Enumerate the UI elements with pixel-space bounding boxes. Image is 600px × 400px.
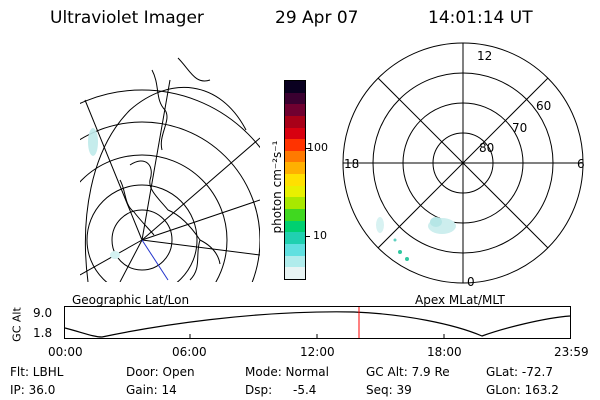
- info-dsp-label: Dsp:: [245, 383, 273, 397]
- colorbar-segment: [285, 150, 305, 163]
- colorbar-tick-mark-100: [306, 148, 310, 149]
- altitude-ytick-1.8: 1.8: [33, 326, 53, 340]
- colorbar-segment: [285, 162, 305, 175]
- info-flt: Flt: LBHL: [10, 365, 64, 379]
- colorbar-segment: [285, 115, 305, 128]
- mlt-label-6: 6: [577, 157, 585, 171]
- colorbar-segment: [285, 81, 305, 93]
- info-gain: Gain: 14: [126, 383, 177, 397]
- time: 14:01:14 UT: [428, 8, 533, 28]
- left-map-caption: Geographic Lat/Lon: [72, 293, 190, 307]
- colorbar-segment: [285, 92, 305, 105]
- altitude-ylabel: GC Alt: [10, 307, 24, 342]
- colorbar-tick-100: 100: [307, 141, 328, 154]
- lat-label-70: 70: [512, 121, 527, 135]
- info-door: Door: Open: [126, 365, 195, 379]
- colorbar-segment: [285, 127, 305, 140]
- colorbar: [284, 80, 306, 280]
- colorbar-unit-label: photon cm⁻²s⁻¹: [270, 140, 284, 234]
- colorbar-segment: [285, 255, 305, 268]
- geographic-map: [80, 57, 260, 282]
- colorbar-segment: [285, 174, 305, 186]
- title: Ultraviolet Imager: [50, 8, 204, 28]
- colorbar-segment: [285, 267, 305, 279]
- colorbar-segment: [285, 104, 305, 116]
- info-seq: Seq: 39: [366, 383, 412, 397]
- altitude-xtick-2: 12:00: [300, 345, 335, 359]
- colorbar-segment: [285, 139, 305, 151]
- info-dsp-value: -5.4: [293, 383, 317, 397]
- altitude-ytick-9: 9.0: [33, 306, 53, 320]
- info-gc-alt: GC Alt: 7.9 Re: [366, 365, 450, 379]
- info-mode: Mode: Normal: [245, 365, 329, 379]
- colorbar-segment: [285, 232, 305, 244]
- colorbar-segment: [285, 197, 305, 210]
- colorbar-segment: [285, 243, 305, 256]
- info-glat: GLat: -72.7: [486, 365, 553, 379]
- altitude-xtick-4: 23:59: [554, 345, 589, 359]
- info-glon: GLon: 163.2: [486, 383, 559, 397]
- mlt-label-12: 12: [477, 49, 492, 63]
- altitude-xtick-0: 00:00: [48, 345, 83, 359]
- colorbar-segment: [285, 185, 305, 198]
- mlt-label-0: 0: [467, 275, 475, 289]
- mlt-label-18: 18: [344, 157, 359, 171]
- colorbar-segment: [285, 209, 305, 221]
- right-map-caption: Apex MLat/MLT: [415, 293, 505, 307]
- info-ip: IP: 36.0: [10, 383, 56, 397]
- altitude-xtick-1: 06:00: [172, 345, 207, 359]
- polar-map: 12 0 18 6 60 70 80: [342, 42, 585, 289]
- date: 29 Apr 07: [275, 8, 359, 28]
- colorbar-tick-mark-10: [306, 236, 310, 237]
- lat-label-80: 80: [479, 141, 494, 155]
- altitude-plot: [64, 306, 571, 339]
- lat-label-60: 60: [536, 99, 551, 113]
- altitude-xtick-3: 18:00: [427, 345, 462, 359]
- colorbar-tick-10: 10: [313, 229, 327, 242]
- colorbar-segment: [285, 220, 305, 233]
